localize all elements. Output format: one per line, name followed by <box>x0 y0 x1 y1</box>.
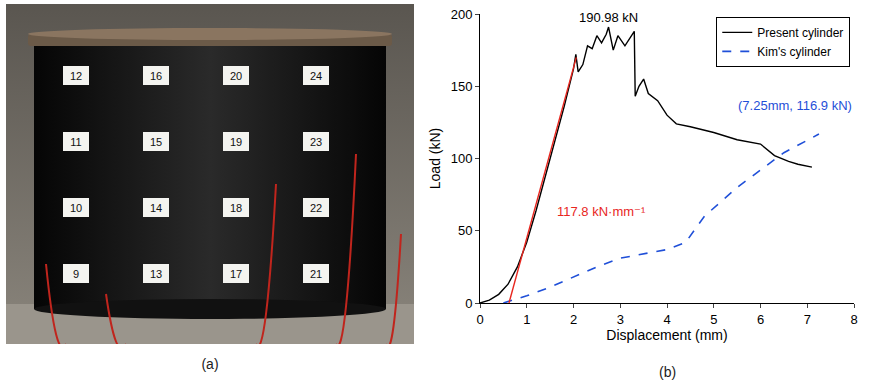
svg-text:Kim's cylinder: Kim's cylinder <box>757 45 831 59</box>
svg-text:17: 17 <box>230 268 242 280</box>
svg-text:190.98 kN: 190.98 kN <box>579 10 638 25</box>
html-text:(a): (a) <box>201 356 219 372</box>
svg-text:Displacement (mm): Displacement (mm) <box>606 327 727 343</box>
svg-text:11: 11 <box>70 136 81 148</box>
svg-text:117.8 kN·mm⁻¹: 117.8 kN·mm⁻¹ <box>557 204 646 219</box>
svg-text:0: 0 <box>476 312 483 327</box>
svg-text:6: 6 <box>757 312 764 327</box>
svg-text:23: 23 <box>310 136 322 148</box>
svg-text:19: 19 <box>230 136 242 148</box>
svg-text:(b): (b) <box>659 364 676 380</box>
svg-text:4: 4 <box>663 312 670 327</box>
svg-text:14: 14 <box>150 202 162 214</box>
svg-text:7: 7 <box>804 312 811 327</box>
svg-text:12: 12 <box>70 70 82 82</box>
svg-text:18: 18 <box>230 202 242 214</box>
svg-text:16: 16 <box>150 70 162 82</box>
svg-text:100: 100 <box>451 151 473 166</box>
svg-text:3: 3 <box>617 312 624 327</box>
svg-text:13: 13 <box>150 268 162 280</box>
svg-text:Present cylinder: Present cylinder <box>757 26 843 40</box>
svg-text:1: 1 <box>523 312 530 327</box>
svg-text:15: 15 <box>150 136 162 148</box>
svg-text:200: 200 <box>451 7 473 22</box>
svg-text:(7.25mm, 116.9 kN): (7.25mm, 116.9 kN) <box>738 98 852 113</box>
svg-text:9: 9 <box>73 268 79 280</box>
svg-text:22: 22 <box>310 202 322 214</box>
svg-text:10: 10 <box>70 202 82 214</box>
svg-text:21: 21 <box>310 268 322 280</box>
svg-text:50: 50 <box>458 223 472 238</box>
svg-text:0: 0 <box>465 296 472 311</box>
svg-text:5: 5 <box>710 312 717 327</box>
svg-text:2: 2 <box>570 312 577 327</box>
svg-text:8: 8 <box>850 312 857 327</box>
svg-text:150: 150 <box>451 79 473 94</box>
svg-text:20: 20 <box>230 70 242 82</box>
svg-text:Load (kN): Load (kN) <box>427 128 443 189</box>
svg-text:24: 24 <box>310 70 322 82</box>
